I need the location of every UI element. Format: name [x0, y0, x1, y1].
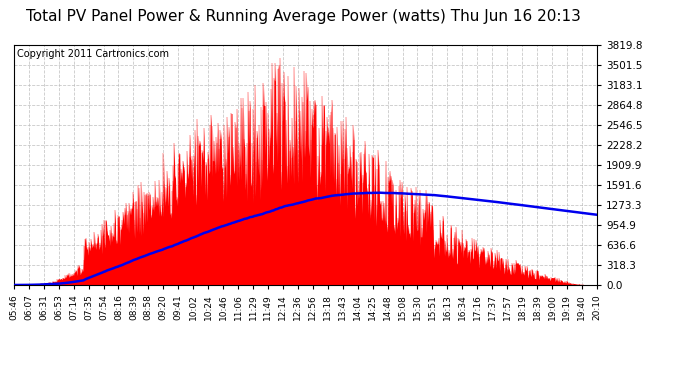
Text: Total PV Panel Power & Running Average Power (watts) Thu Jun 16 20:13: Total PV Panel Power & Running Average P… — [26, 9, 581, 24]
Text: Copyright 2011 Cartronics.com: Copyright 2011 Cartronics.com — [17, 49, 169, 58]
